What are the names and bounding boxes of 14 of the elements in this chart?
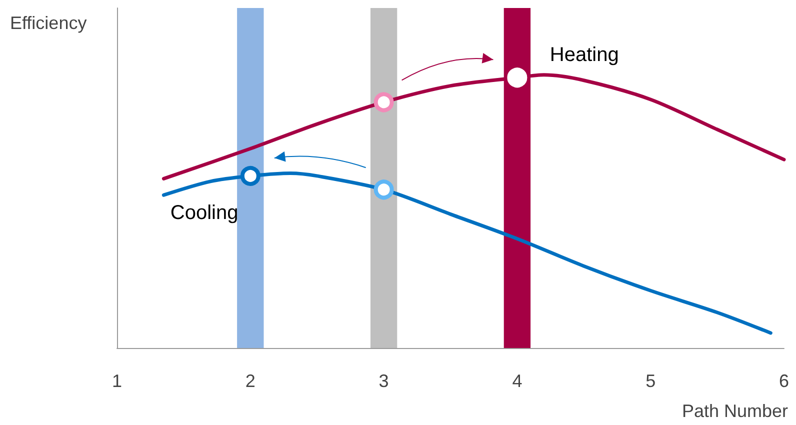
point — [374, 180, 394, 200]
x-tick-label: 2 — [245, 371, 256, 391]
point — [507, 68, 528, 88]
point — [374, 92, 394, 112]
x-axis-title: Path Number — [682, 401, 788, 421]
y-axis-title: Efficiency — [10, 13, 87, 33]
point — [240, 166, 260, 186]
x-tick-label: 4 — [512, 371, 522, 391]
series-label: Heating — [550, 44, 619, 66]
x-tick-label: 1 — [112, 371, 122, 391]
x-tick-label: 3 — [378, 371, 389, 391]
x-tick-label: 5 — [646, 371, 656, 391]
series-label: Cooling — [170, 202, 238, 224]
x-tick-label: 6 — [778, 371, 790, 391]
